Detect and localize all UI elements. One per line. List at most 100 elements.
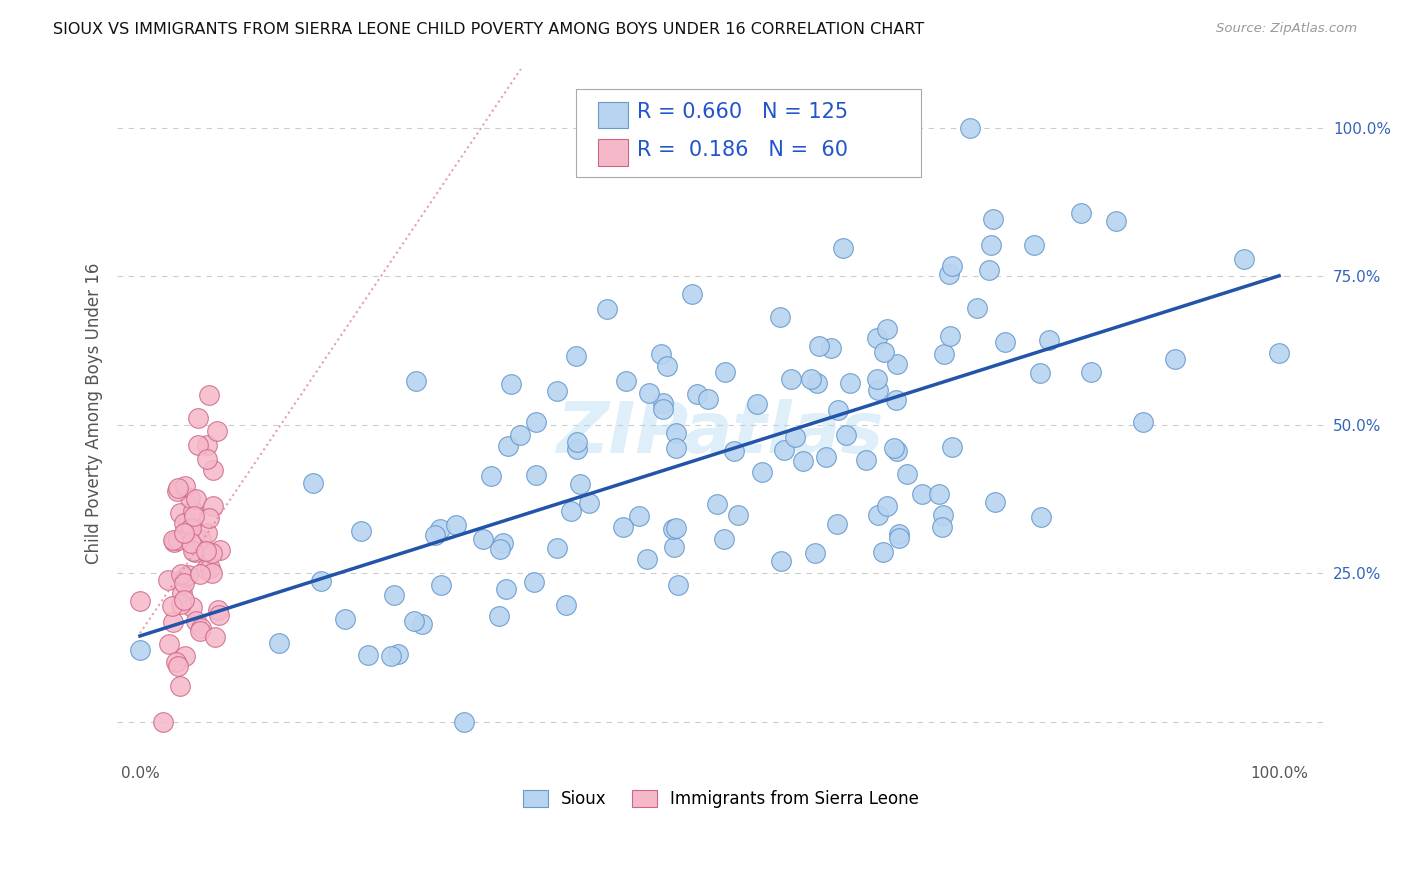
Point [301, 476, 323, 491]
Point [1105, 214, 1128, 228]
Point [489, 542, 512, 557]
Point [357, 648, 380, 662]
Point [184, 614, 207, 628]
Point [876, 499, 898, 513]
Point [382, 588, 405, 602]
Point [173, 576, 195, 591]
Point [887, 531, 910, 545]
Point [404, 614, 426, 628]
Point [1029, 367, 1052, 381]
Point [807, 339, 830, 353]
Point [665, 441, 688, 455]
Point [180, 599, 202, 614]
Point [770, 554, 793, 568]
Point [160, 599, 183, 614]
Point [524, 468, 547, 483]
Point [198, 511, 221, 525]
Point [202, 499, 225, 513]
Point [932, 347, 955, 361]
Point [747, 396, 769, 410]
Point [162, 533, 184, 548]
Point [792, 454, 814, 468]
Point [560, 504, 582, 518]
Point [814, 450, 837, 464]
Point [569, 477, 592, 491]
Point [1022, 238, 1045, 252]
Point [713, 365, 735, 379]
Point [472, 532, 495, 546]
Point [190, 566, 212, 581]
Y-axis label: Child Poverty Among Boys Under 16: Child Poverty Among Boys Under 16 [86, 262, 103, 564]
Point [994, 335, 1017, 350]
Point [387, 647, 409, 661]
Point [578, 496, 600, 510]
Point [269, 636, 291, 650]
Point [411, 616, 433, 631]
Point [627, 509, 650, 524]
Point [884, 393, 907, 408]
Point [335, 612, 357, 626]
Text: Source: ZipAtlas.com: Source: ZipAtlas.com [1216, 22, 1357, 36]
Point [197, 388, 219, 402]
Point [941, 440, 963, 454]
Point [612, 520, 634, 534]
Point [173, 525, 195, 540]
Point [523, 575, 546, 590]
Point [173, 570, 195, 584]
Point [446, 518, 468, 533]
Point [565, 434, 588, 449]
Point [180, 521, 202, 535]
Point [488, 609, 510, 624]
Point [174, 479, 197, 493]
Point [1038, 334, 1060, 348]
Point [839, 376, 862, 391]
Point [932, 508, 955, 522]
Point [166, 481, 188, 495]
Point [169, 506, 191, 520]
Text: R =  0.186   N =  60: R = 0.186 N = 60 [637, 140, 848, 160]
Point [1029, 509, 1052, 524]
Point [911, 487, 934, 501]
Point [181, 544, 204, 558]
Point [614, 374, 637, 388]
Legend: Sioux, Immigrants from Sierra Leone: Sioux, Immigrants from Sierra Leone [516, 783, 925, 814]
Point [173, 516, 195, 531]
Point [202, 463, 225, 477]
Point [596, 301, 619, 316]
Point [855, 452, 877, 467]
Point [190, 621, 212, 635]
Point [183, 509, 205, 524]
Point [981, 211, 1004, 226]
Point [170, 566, 193, 581]
Text: R = 0.660   N = 125: R = 0.660 N = 125 [637, 103, 848, 122]
Point [886, 357, 908, 371]
Point [887, 527, 910, 541]
Point [350, 524, 373, 538]
Point [172, 586, 194, 600]
Point [501, 376, 523, 391]
Point [772, 442, 794, 457]
Point [205, 424, 228, 438]
Point [657, 359, 679, 373]
Point [966, 301, 988, 315]
Point [183, 545, 205, 559]
Point [804, 546, 827, 560]
Point [190, 533, 212, 547]
Point [873, 344, 896, 359]
Point [187, 410, 209, 425]
Point [723, 444, 745, 458]
Point [637, 385, 659, 400]
Point [183, 504, 205, 518]
Point [820, 342, 842, 356]
Point [177, 516, 200, 530]
Point [876, 322, 898, 336]
Point [872, 545, 894, 559]
Point [1080, 365, 1102, 379]
Point [423, 528, 446, 542]
Point [555, 598, 578, 612]
Point [208, 543, 231, 558]
Point [152, 714, 174, 729]
Point [546, 384, 568, 398]
Point [665, 521, 688, 535]
Point [491, 536, 513, 550]
